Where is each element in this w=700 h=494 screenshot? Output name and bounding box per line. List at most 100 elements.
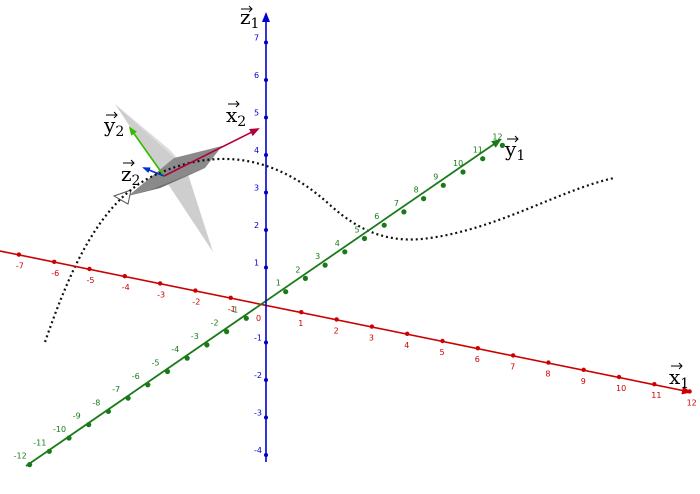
y1-tick-dot [184,355,190,361]
y1-tick-dot [460,169,466,175]
z1-tick-dot [264,190,268,195]
y1-tick-label: -4 [171,345,179,354]
x1-tick-dot [157,281,163,286]
z1-tick-dot [264,265,268,270]
y1-tick-label: -3 [191,332,199,341]
y1-tick-dot [86,422,92,428]
y1-tick-label: 9 [433,172,438,181]
y1-tick-dot [401,209,407,215]
y1-tick-label: -11 [33,438,46,447]
z1-tick-dot [264,415,268,420]
x1-tick-label: 6 [475,355,480,364]
x1-tick-dot [616,374,622,380]
x1-tick-dot [581,367,586,372]
y1-tick-label: 3 [315,252,320,261]
y1-tick-label: -2 [211,319,219,328]
y1-tick-label: 5 [355,226,360,235]
y1-tick-dot [283,289,289,295]
x1-tick-label: 2 [334,326,339,335]
y1-tick-label: 11 [473,146,483,155]
y1-tick-dot [164,368,171,375]
svg-text:x1: x1 [669,365,689,392]
y1-tick-label: -9 [73,412,81,421]
z1-axis-ticks: -4 -3 -2 -1 1 2 3 4 5 6 7 [254,34,268,457]
z1-tick-label: -2 [254,371,262,380]
z1-tick-label: -4 [254,446,262,455]
x1-tick-label: -1 [228,305,236,314]
z1-tick-dot [264,378,268,382]
y1-tick-label: 2 [295,265,300,274]
y1-tick-dot [243,315,249,321]
x1-tick-label: 12 [687,398,697,407]
y1-tick-dot [46,448,52,454]
x1-tick-label: 3 [369,334,374,343]
x1-tick-label: 10 [616,384,626,393]
x1-tick-dot [193,288,198,293]
x2-vector-label: x2 [226,100,246,130]
x1-tick-dot [652,382,657,387]
x1-axis-label: x1 [669,362,689,392]
y1-tick-dot [322,262,328,268]
x1-tick-label: 0 [256,314,261,323]
x1-tick-dot [52,259,57,264]
z1-tick-dot [264,115,268,120]
svg-text:y1: y1 [504,137,525,164]
y1-tick-dot [145,382,151,388]
y1-axis-ticks: -12-11-10-9-8-7-6-5-4-3-2-11234567891011… [14,132,505,468]
x1-axis-line [0,250,692,395]
x1-tick-dot [334,317,339,322]
x1-tick-label: 7 [510,362,515,371]
x1-tick-dot [369,324,375,329]
y1-tick-dot [66,435,72,441]
y1-tick-dot [342,249,348,255]
z1-tick-label: -1 [254,334,262,343]
y1-tick-dot [499,142,505,148]
svg-text:z2: z2 [121,162,140,189]
x1-tick-label: -4 [122,283,130,292]
y1-tick-label: -5 [152,359,160,368]
x1-tick-dot [440,338,445,344]
x1-tick-label: -7 [16,262,24,271]
y1-axis-label: y1 [504,135,525,164]
y1-tick-dot [125,395,131,401]
z1-tick-label: 3 [254,184,259,193]
y1-axis-line [25,138,502,467]
svg-text:x2: x2 [226,103,246,130]
y1-tick-dot [105,408,111,414]
z1-tick-label: 5 [254,109,259,118]
z1-tick-dot [264,78,268,82]
z1-tick-dot [264,153,268,157]
y1-tick-label: -10 [53,425,66,434]
x1-tick-label: 5 [440,348,445,357]
y1-tick-dot [480,156,486,162]
x1-tick-dot [510,353,516,358]
y1-tick-label: 6 [374,212,379,221]
y1-tick-dot [381,222,387,228]
z1-axis-label: z1 [240,5,259,32]
z1-tick-dot [264,228,268,232]
x1-tick-label: -6 [51,269,59,278]
svg-text:y2: y2 [103,113,124,140]
x1-tick-label: -3 [157,290,165,299]
x1-tick-dot [687,389,692,394]
y1-tick-dot [302,275,308,281]
y1-tick-label: -8 [92,398,100,407]
x1-tick-dot [228,295,233,300]
z1-tick-dot [264,340,268,345]
x1-tick-dot [546,360,551,365]
x1-tick-label: 8 [545,370,550,379]
x1-tick-dot [475,346,480,351]
x1-tick-dot [405,331,410,336]
trajectory-curve [43,157,615,343]
y1-tick-dot [204,342,210,348]
z2-vector-label: z2 [121,159,140,189]
x1-tick-label: 1 [298,319,303,328]
y1-tick-dot [440,182,446,188]
x1-tick-label: 4 [404,341,409,350]
x1-tick-dot [16,252,22,257]
y1-tick-label: 1 [276,279,281,288]
y1-tick-label: 8 [414,186,419,195]
z1-tick-label: 7 [254,34,259,43]
z1-tick-label: -3 [254,409,262,418]
